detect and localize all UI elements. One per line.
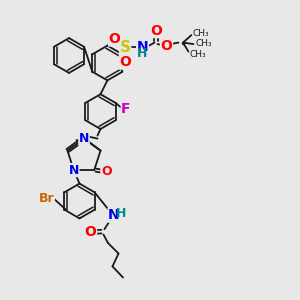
- Text: S: S: [120, 40, 130, 55]
- Text: O: O: [119, 55, 131, 69]
- Text: O: O: [160, 39, 172, 52]
- Text: N: N: [69, 164, 79, 177]
- Text: O: O: [109, 32, 121, 46]
- Text: H: H: [137, 47, 148, 60]
- Text: N: N: [79, 132, 89, 145]
- Text: F: F: [121, 102, 131, 116]
- Text: CH₃: CH₃: [195, 39, 211, 48]
- Text: CH₃: CH₃: [190, 50, 206, 58]
- Text: N: N: [108, 208, 120, 222]
- Text: CH₃: CH₃: [193, 29, 209, 38]
- Text: O: O: [85, 225, 97, 238]
- Text: N: N: [137, 40, 148, 54]
- Text: O: O: [150, 24, 162, 38]
- Text: H: H: [116, 207, 126, 220]
- Text: O: O: [101, 165, 112, 178]
- Text: Br: Br: [39, 191, 54, 205]
